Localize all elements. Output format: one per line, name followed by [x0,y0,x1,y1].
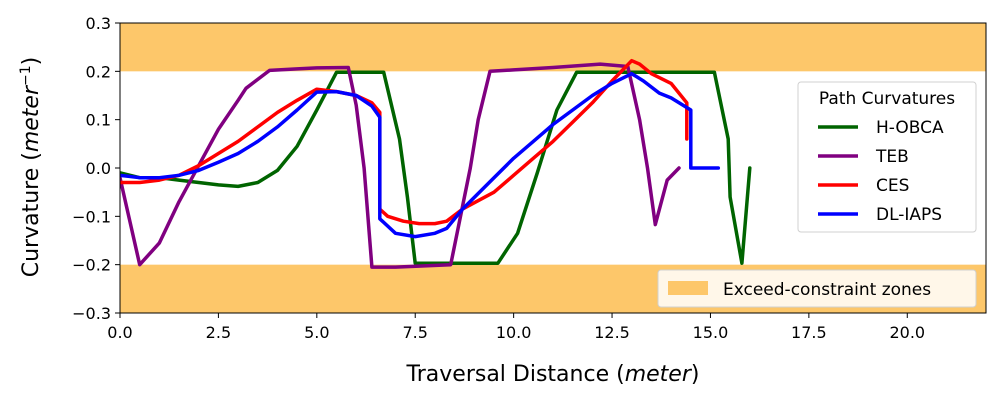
zone-legend-box [657,269,977,308]
legend-box [797,81,977,233]
x-axis-label: Traversal Distance (meter) [406,362,700,387]
legend-label: CES [876,176,909,196]
y-tick-label: 0.2 [86,62,111,81]
legend: Path Curvatures H-OBCA TEB CES DL-IAPS [797,81,977,233]
x-tick-label: 17.5 [791,323,827,342]
y-tick-label: −0.1 [72,207,111,226]
zone-legend-swatch [668,281,708,295]
constraint-zone-1 [120,23,986,72]
y-tick-label: −0.2 [72,256,111,275]
x-tick-label: 7.5 [403,323,428,342]
zone-legend-label: Exceed-constraint zones [723,280,931,300]
x-tick-label: 0.0 [107,323,132,342]
legend-title: Path Curvatures [819,89,955,109]
x-tick-label: 15.0 [693,323,729,342]
x-tick-label: 10.0 [496,323,532,342]
y-tick-label: −0.3 [72,304,111,323]
legend-label: H-OBCA [876,118,944,138]
series-line-teb [120,62,681,269]
zone-legend: Exceed-constraint zones [657,269,977,308]
x-tick-label: 12.5 [594,323,630,342]
x-tick-label: 2.5 [206,323,231,342]
x-tick-label: 20.0 [889,323,925,342]
series-lines [120,58,752,269]
legend-label: TEB [875,147,909,167]
series-line-h-obca [120,70,752,265]
y-tick-label: 0.0 [86,159,111,178]
series-line-dl-iaps [120,71,721,239]
x-axis: 0.0 2.5 5.0 7.5 10.0 12.5 15.0 17.5 20.0 [107,313,925,342]
y-axis: −0.3 −0.2 −0.1 0.0 0.1 0.2 0.3 [72,14,120,323]
x-tick-label: 5.0 [304,323,329,342]
y-axis-label: Curvature (meter−1) [18,57,44,278]
y-tick-label: 0.1 [86,111,111,130]
legend-label: DL-IAPS [876,205,942,225]
series-line-ces [120,58,689,226]
y-tick-label: 0.3 [86,14,111,33]
